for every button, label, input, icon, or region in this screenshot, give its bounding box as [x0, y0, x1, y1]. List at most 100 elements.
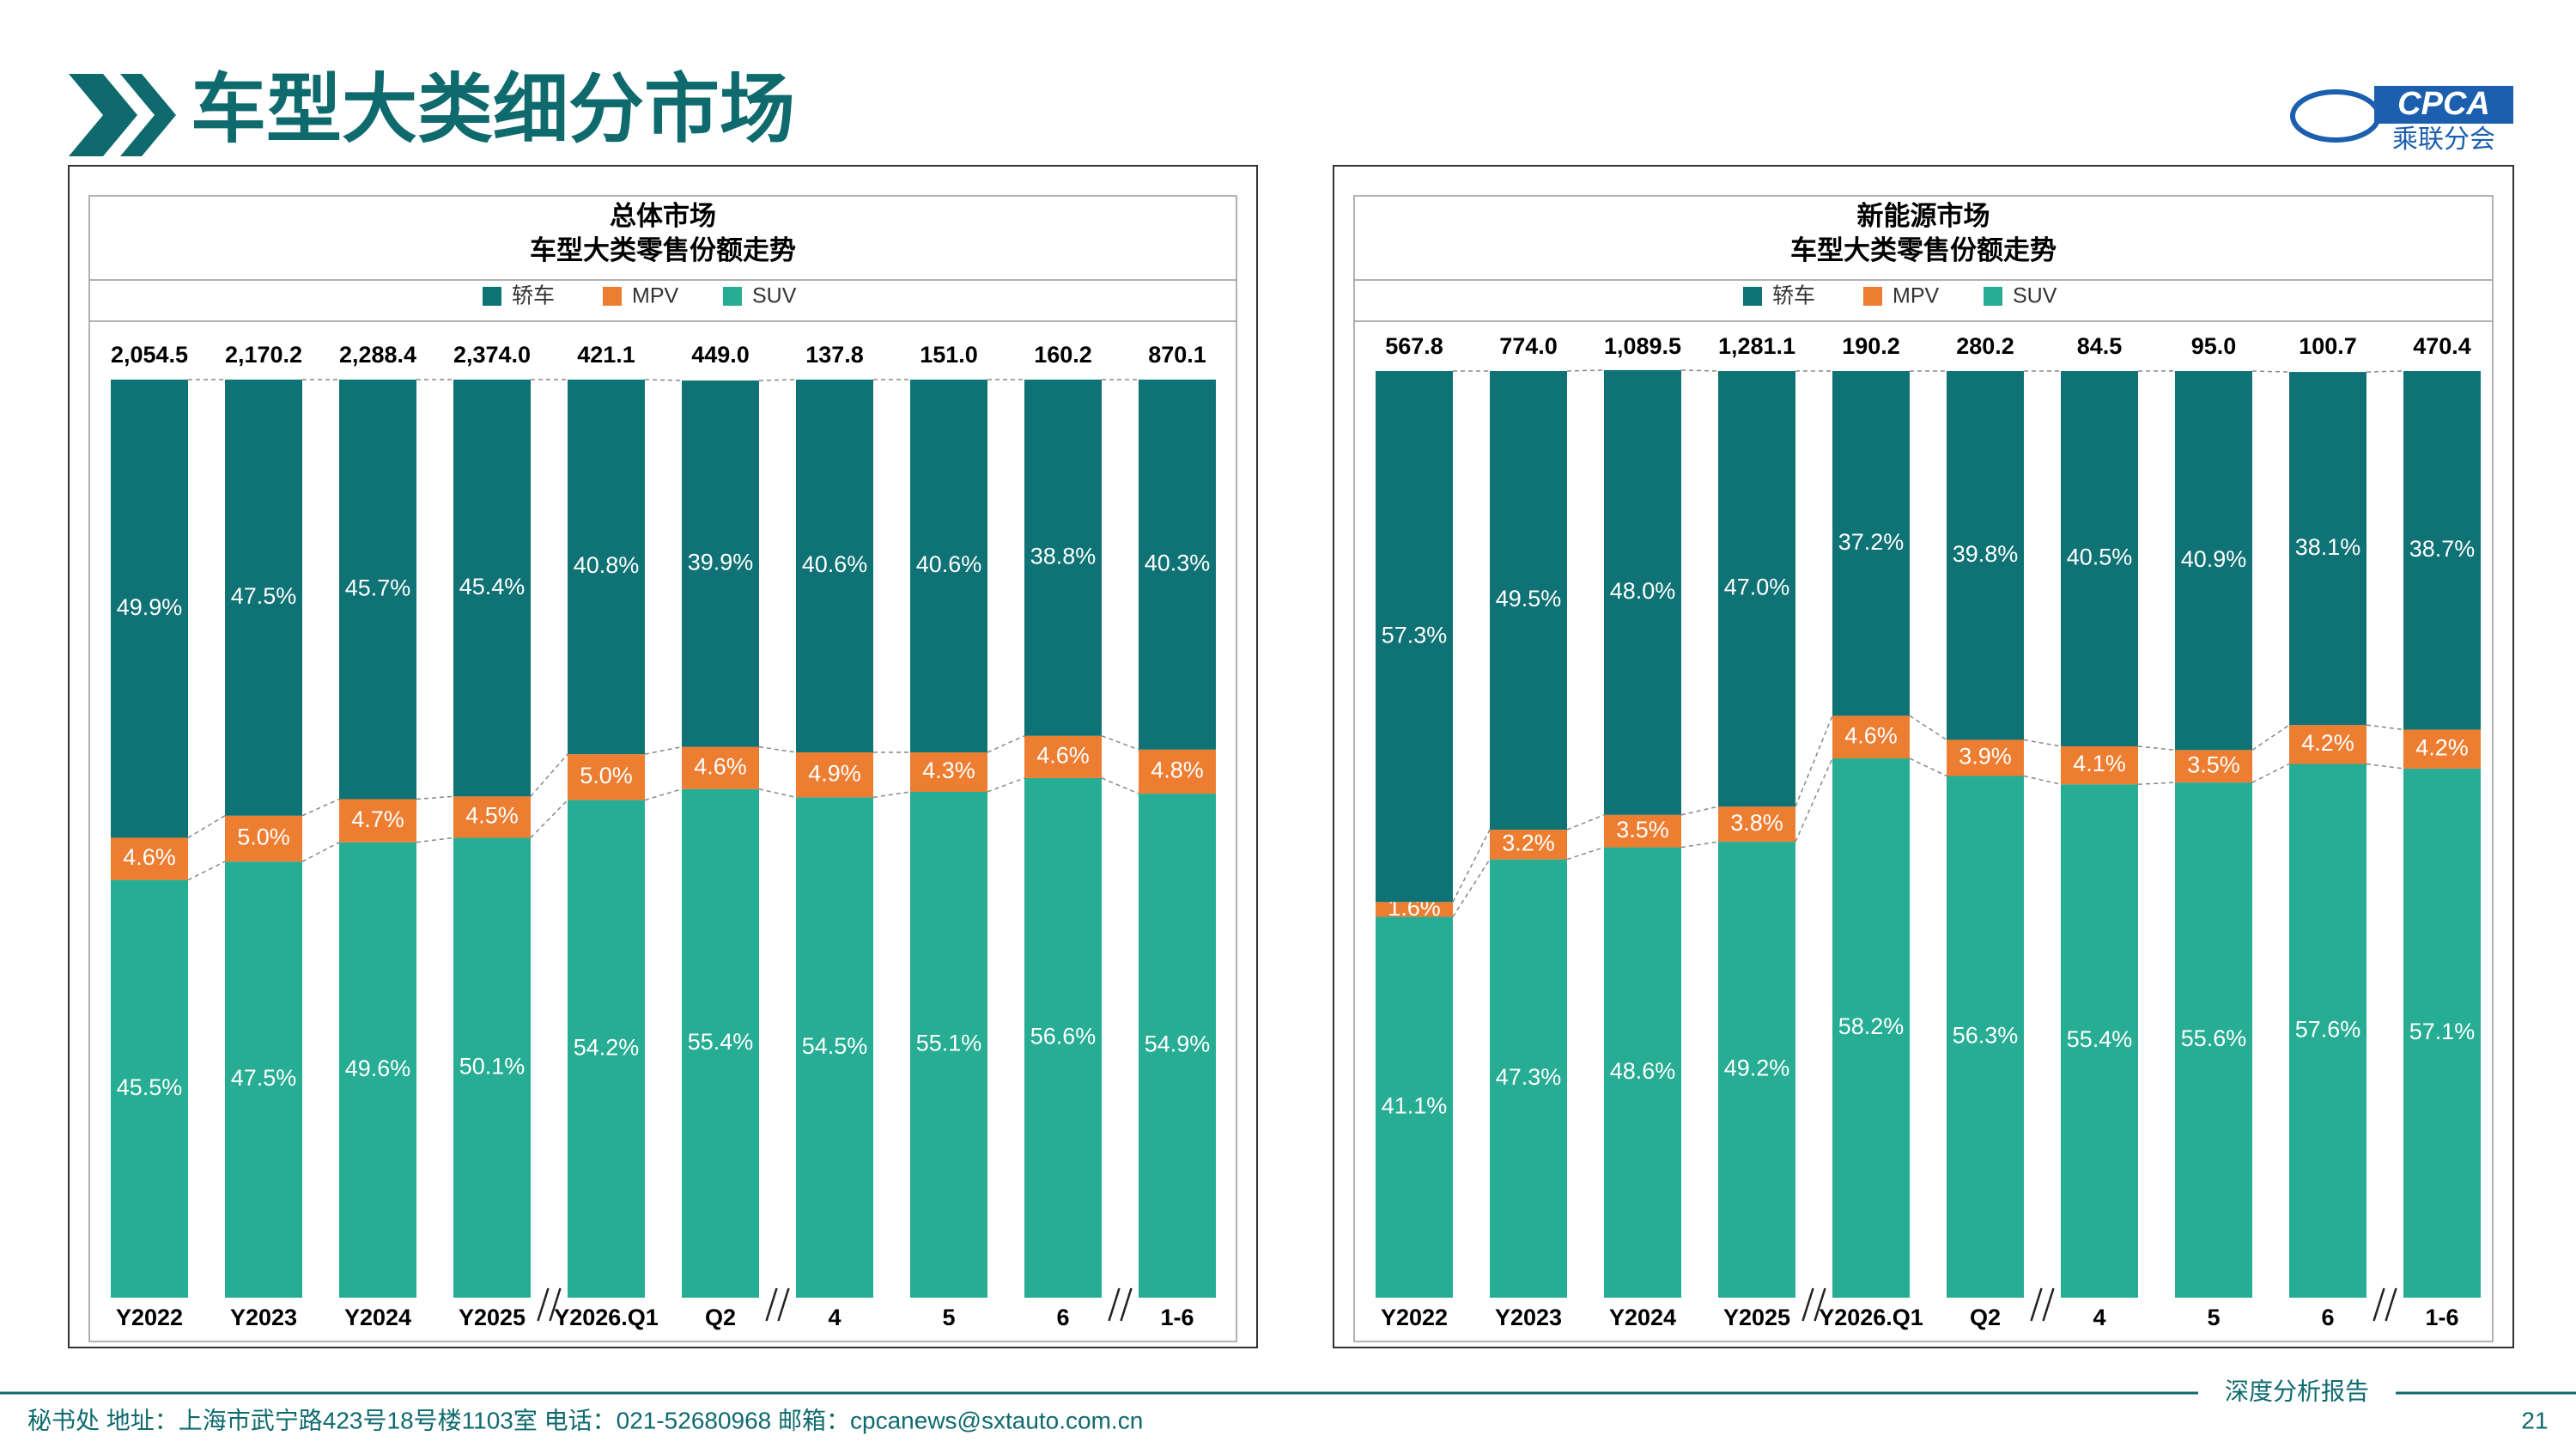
total-label: 2,170.2 — [225, 342, 302, 368]
bar-segment — [2061, 784, 2138, 1298]
segment-label: 48.6% — [1610, 1058, 1676, 1084]
plot-frame — [1353, 195, 2494, 1342]
bar-segment — [910, 791, 987, 1298]
bar-segment — [111, 380, 188, 838]
total-label: 100.7 — [2299, 333, 2357, 359]
segment-label: 5.0% — [237, 824, 290, 850]
connector — [2251, 763, 2290, 783]
bar-segment — [1139, 794, 1216, 1298]
connector — [2023, 739, 2062, 747]
segment-label: 54.9% — [1145, 1031, 1211, 1057]
bar-segment — [1718, 371, 1795, 807]
connector — [1909, 757, 1947, 777]
bar-segment — [910, 752, 987, 792]
connector — [2251, 370, 2290, 373]
panel-border — [1333, 165, 2514, 1348]
break-mark — [2385, 1287, 2397, 1322]
bar-segment — [111, 879, 188, 1298]
bar-segment — [2403, 768, 2481, 1298]
connector — [301, 842, 340, 862]
segment-label: 4.6% — [694, 753, 747, 779]
segment-label: 39.8% — [1953, 541, 2019, 567]
segment-label: 38.1% — [2295, 534, 2361, 560]
total-label: 2,288.4 — [339, 342, 416, 368]
segment-label: 4.2% — [2415, 734, 2469, 760]
x-tick-label: 4 — [2093, 1305, 2105, 1330]
x-tick-label: Y2025 — [459, 1305, 526, 1330]
logo-mark — [2290, 89, 2381, 143]
total-label: 1,089.5 — [1604, 333, 1681, 359]
bar-segment — [2289, 372, 2366, 726]
connector — [872, 791, 911, 799]
bar-segment — [568, 754, 645, 800]
connector — [1452, 829, 1491, 903]
chart-title: 新能源市场 — [1857, 201, 1990, 231]
total-label: 449.0 — [691, 342, 750, 368]
segment-label: 57.3% — [1382, 622, 1448, 648]
segment-label: 49.2% — [1724, 1056, 1790, 1081]
bar-segment — [1832, 371, 1910, 716]
segment-label: 56.6% — [1030, 1024, 1097, 1049]
bar-segment — [1139, 380, 1216, 750]
bar-segment — [1604, 847, 1681, 1298]
bar-segment — [568, 380, 645, 755]
segment-label: 48.0% — [1610, 578, 1676, 604]
legend-swatch — [1984, 287, 2002, 306]
x-tick-label: Y2026.Q1 — [1819, 1305, 1923, 1330]
segment-label: 3.9% — [1959, 744, 2012, 770]
legend-label: MPV — [1893, 284, 1940, 308]
bar-segment — [2175, 750, 2252, 783]
total-label: 190.2 — [1842, 333, 1900, 359]
bar-segment — [1139, 749, 1216, 794]
bar-segment — [2175, 371, 2252, 751]
legend-label: 轿车 — [512, 284, 555, 308]
segment-label: 4.2% — [2301, 730, 2354, 756]
bar-segment — [453, 796, 531, 838]
connector — [2137, 782, 2176, 785]
segment-label: 4.5% — [465, 803, 519, 829]
connector — [758, 788, 797, 799]
bar-segment — [339, 799, 416, 843]
connector — [1795, 715, 1833, 807]
connector — [1452, 859, 1491, 917]
connector — [530, 800, 568, 838]
total-label: 95.0 — [2191, 333, 2237, 359]
segment-label: 47.5% — [231, 583, 297, 609]
bar-segment — [1832, 715, 1910, 759]
bar-segment — [910, 380, 987, 753]
segment-label: 38.7% — [2409, 536, 2476, 562]
break-mark — [1108, 1287, 1121, 1322]
break-mark — [537, 1287, 550, 1322]
total-label: 2,374.0 — [453, 342, 531, 368]
bar-segment — [682, 788, 759, 1298]
bar-segment — [568, 800, 645, 1298]
bar-segment — [225, 861, 302, 1298]
connector — [1101, 735, 1139, 751]
bar-segment — [225, 380, 302, 816]
bar-segment — [1947, 371, 2024, 740]
connector — [2366, 370, 2404, 373]
connector — [2251, 724, 2290, 751]
total-label: 870.1 — [1148, 342, 1206, 368]
legend-swatch — [483, 287, 501, 306]
bar-segment — [1376, 371, 1453, 903]
segment-label: 3.5% — [1616, 817, 1669, 843]
segment-label: 56.3% — [1953, 1022, 2019, 1048]
bar-segment — [2175, 782, 2252, 1298]
bar-segment — [1832, 758, 1910, 1298]
bar-segment — [2403, 729, 2481, 769]
segment-label: 49.6% — [345, 1056, 411, 1081]
break-mark — [1801, 1287, 1814, 1322]
break-mark — [765, 1287, 778, 1322]
logo-text: CPCA — [2397, 86, 2490, 122]
break-mark — [777, 1287, 790, 1322]
connector — [301, 798, 340, 817]
connector — [187, 815, 226, 839]
total-label: 84.5 — [2077, 333, 2123, 359]
connector — [1680, 806, 1719, 816]
segment-label: 4.1% — [2073, 751, 2126, 776]
segment-label: 37.2% — [1838, 529, 1905, 555]
segment-label: 4.6% — [1036, 742, 1090, 768]
chart-title: 总体市场 — [610, 201, 716, 231]
